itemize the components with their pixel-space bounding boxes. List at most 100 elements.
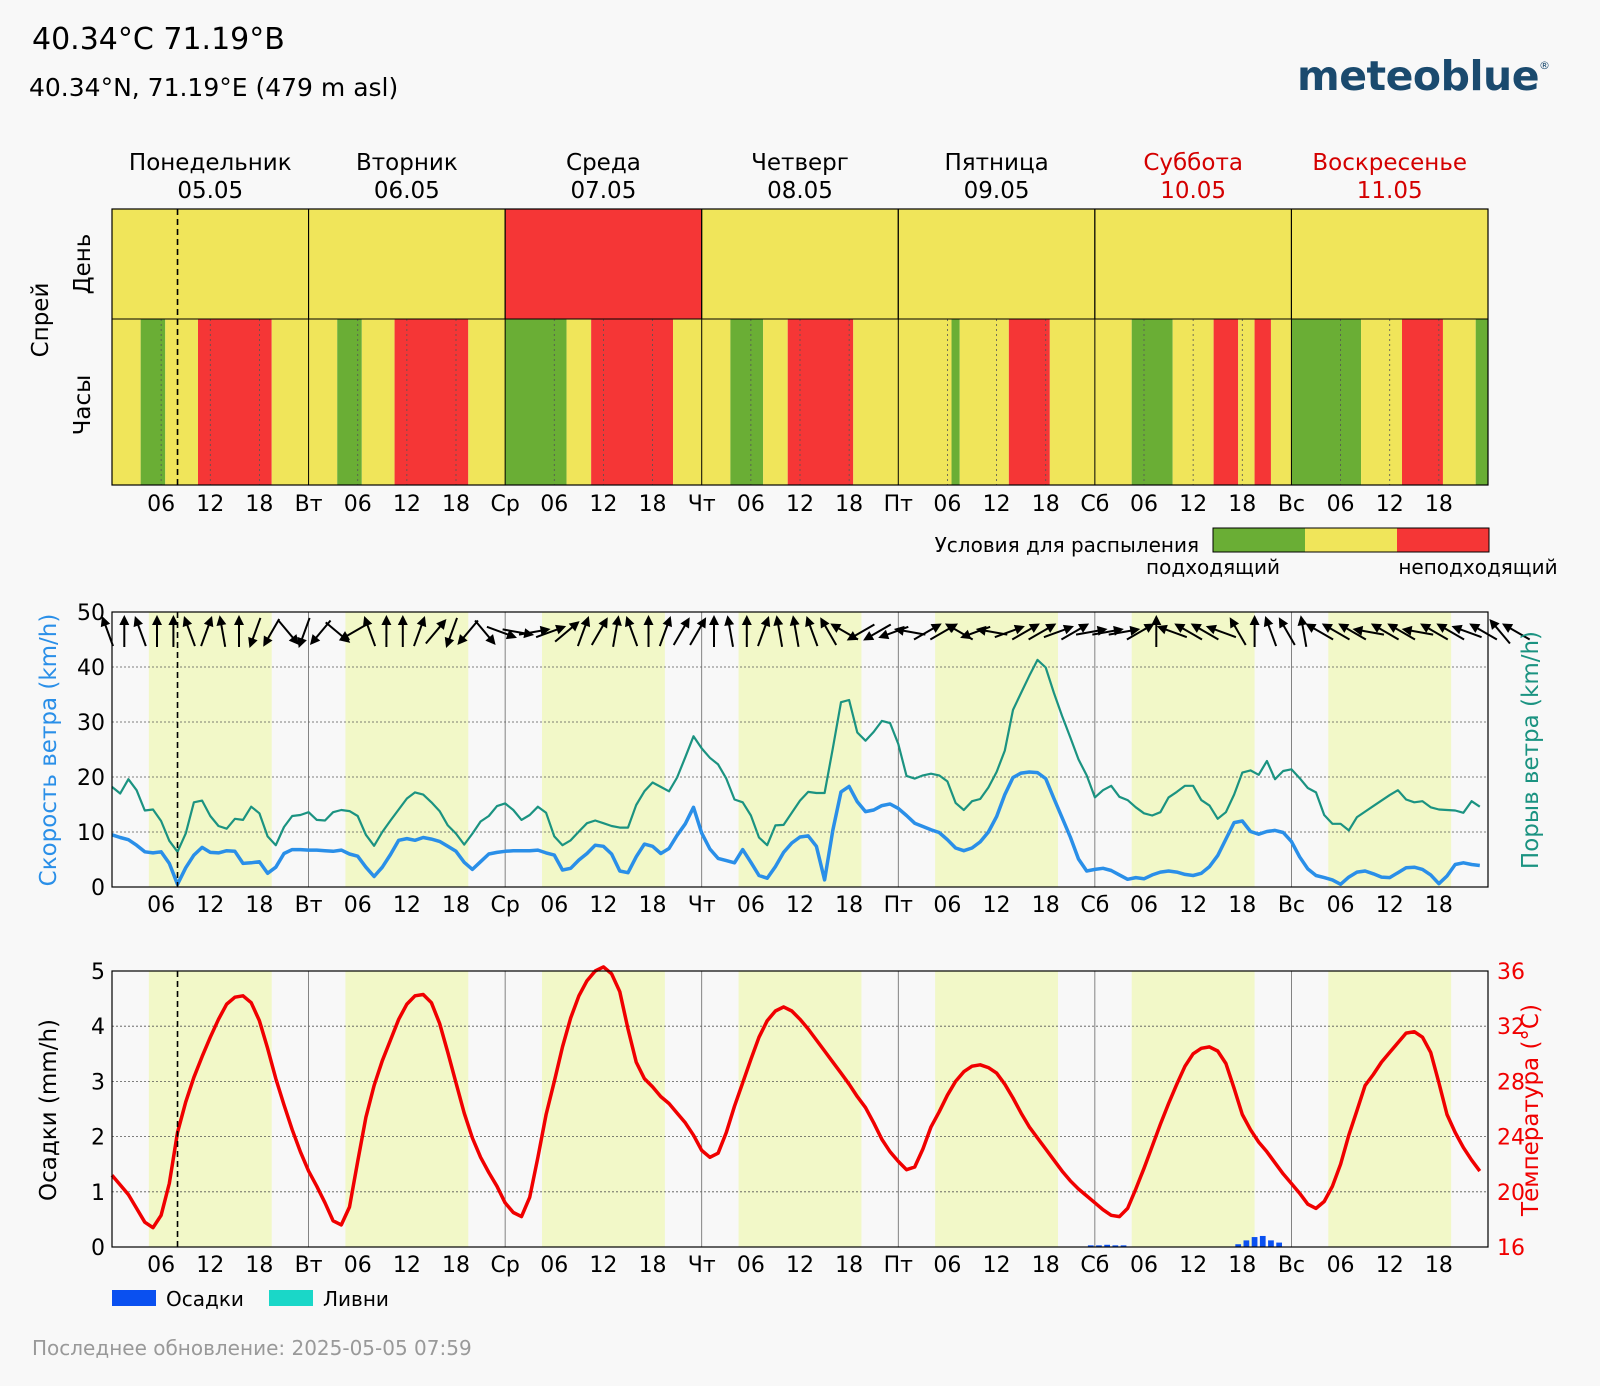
spray-hour-cell — [1291, 319, 1362, 485]
wind-arrow — [381, 615, 392, 647]
wind-arrow — [689, 617, 707, 646]
wind-arrow-head — [863, 631, 875, 641]
wind-arrow-head — [263, 635, 273, 647]
x-tick-label: 12 — [589, 893, 617, 918]
spray-day-cell — [308, 208, 506, 320]
day-name: Вторник — [356, 150, 458, 176]
day-date: 06.05 — [374, 178, 440, 204]
wind-arrow — [1263, 616, 1278, 647]
wind-arrow-head — [248, 636, 258, 648]
legend-precip-swatch — [112, 1290, 156, 1306]
temperature-line — [110, 965, 1482, 1230]
location-coordinates: 40.34°N, 71.19°E (479 m asl) — [29, 73, 399, 102]
wind-arrow — [709, 615, 719, 647]
wind-arrow — [757, 616, 771, 647]
wind-arrow-head — [1451, 624, 1463, 635]
x-tick-label: 18 — [1032, 1253, 1060, 1278]
wind-arrow-head — [1278, 617, 1289, 629]
spray-legend-good-label: подходящий — [1146, 555, 1280, 579]
daylight-band — [345, 612, 469, 887]
spray-hour-cell — [959, 319, 1009, 485]
precip-bar — [1259, 1235, 1266, 1247]
wind-arrow-head — [662, 616, 672, 628]
x-tick-label: 06 — [933, 492, 961, 517]
precip-bar — [1235, 1244, 1242, 1247]
wind-arrow-head — [820, 617, 830, 629]
wind-arrow — [277, 619, 300, 646]
wind-arrow — [1501, 623, 1531, 641]
legend-showers-swatch — [269, 1290, 313, 1306]
wind-speed-axis-label: Скорость ветра (km/h) — [36, 614, 62, 887]
spray-hour-cell — [1131, 319, 1173, 485]
wind-arrow-head — [893, 625, 905, 636]
wind-arrow-head — [975, 625, 987, 636]
wind-arrow-head — [1156, 624, 1168, 635]
spray-hour-cell — [1008, 319, 1050, 485]
wind-arrow-head — [152, 615, 162, 625]
wind-arrow-head — [288, 634, 300, 646]
wind-arrow — [1151, 615, 1162, 647]
wind-arrow-head — [1174, 623, 1186, 633]
day-date: 05.05 — [177, 178, 243, 204]
wind-arrow — [1205, 624, 1237, 639]
wind-y-tick-label: 40 — [77, 656, 105, 681]
temp-y-tick-label: 32 — [1497, 1015, 1525, 1040]
wind-arrow-head — [1190, 623, 1202, 633]
x-tick-label: 06 — [1130, 893, 1158, 918]
precip-y-tick-label: 3 — [91, 1070, 105, 1095]
wind-arrow-head — [168, 615, 179, 625]
x-tick-label: 06 — [737, 492, 765, 517]
wind-arrow — [576, 616, 591, 647]
precip-bar — [1096, 1245, 1102, 1247]
wind-arrow — [625, 616, 639, 647]
x-tick-label: Чт — [688, 492, 716, 517]
wind-arrow-head — [696, 617, 707, 629]
x-tick-label: 12 — [589, 492, 617, 517]
wind-arrow — [1060, 623, 1090, 641]
logo-registered-mark: ® — [1539, 59, 1550, 73]
wind-speed-line — [111, 770, 1481, 887]
wind-arrow-head — [1129, 625, 1141, 636]
wind-arrow-head — [598, 617, 608, 629]
wind-arrow-head — [1143, 623, 1155, 633]
wind-arrow — [1420, 623, 1449, 641]
spray-day-label: День — [70, 234, 96, 295]
wind-arrow — [413, 616, 427, 647]
spray-hour-cell — [1094, 319, 1132, 485]
x-tick-label: 06 — [737, 893, 765, 918]
precip-y-tick-label: 0 — [91, 1236, 105, 1261]
day-date: 11.05 — [1357, 178, 1423, 204]
precip-y-tick-label: 5 — [91, 960, 105, 985]
spray-legend-frame — [1212, 527, 1490, 553]
precip-bar — [1087, 1245, 1094, 1247]
spray-axis-label: Спрей — [28, 283, 54, 358]
x-tick-label: Вт — [295, 893, 323, 918]
day-name: Понедельник — [129, 150, 292, 176]
wind-arrow — [1249, 615, 1260, 647]
wind-arrow — [590, 617, 608, 646]
day-date: 07.05 — [570, 178, 636, 204]
wind-arrow-head — [773, 615, 784, 626]
x-tick-label: 12 — [393, 492, 421, 517]
wind-arrow-head — [960, 629, 972, 640]
x-tick-label: 06 — [1327, 492, 1355, 517]
day-name: Суббота — [1143, 150, 1243, 176]
spray-legend-title: Условия для распыления — [935, 533, 1199, 557]
wind-arrow-head — [830, 623, 842, 633]
x-tick-label: 06 — [1327, 1253, 1355, 1278]
temp-axis-label: Температура (°C) — [1518, 1004, 1544, 1217]
wind-arrow-head — [680, 617, 690, 629]
x-tick-label: Вт — [295, 492, 323, 517]
wind-arrow — [474, 619, 496, 646]
wind-arrow — [133, 616, 147, 647]
x-tick-label: 06 — [147, 1253, 175, 1278]
spray-frame — [111, 208, 1489, 486]
day-date: 10.05 — [1160, 178, 1226, 204]
wind-arrow-head — [930, 623, 942, 633]
x-tick-label: 18 — [835, 893, 863, 918]
x-tick-label: Вс — [1278, 893, 1305, 918]
x-tick-label: 12 — [196, 492, 224, 517]
wind-arrow-head — [1028, 623, 1040, 633]
meteoblue-logo[interactable]: meteoblue® — [1297, 52, 1550, 100]
wind-arrow-head — [568, 621, 580, 632]
